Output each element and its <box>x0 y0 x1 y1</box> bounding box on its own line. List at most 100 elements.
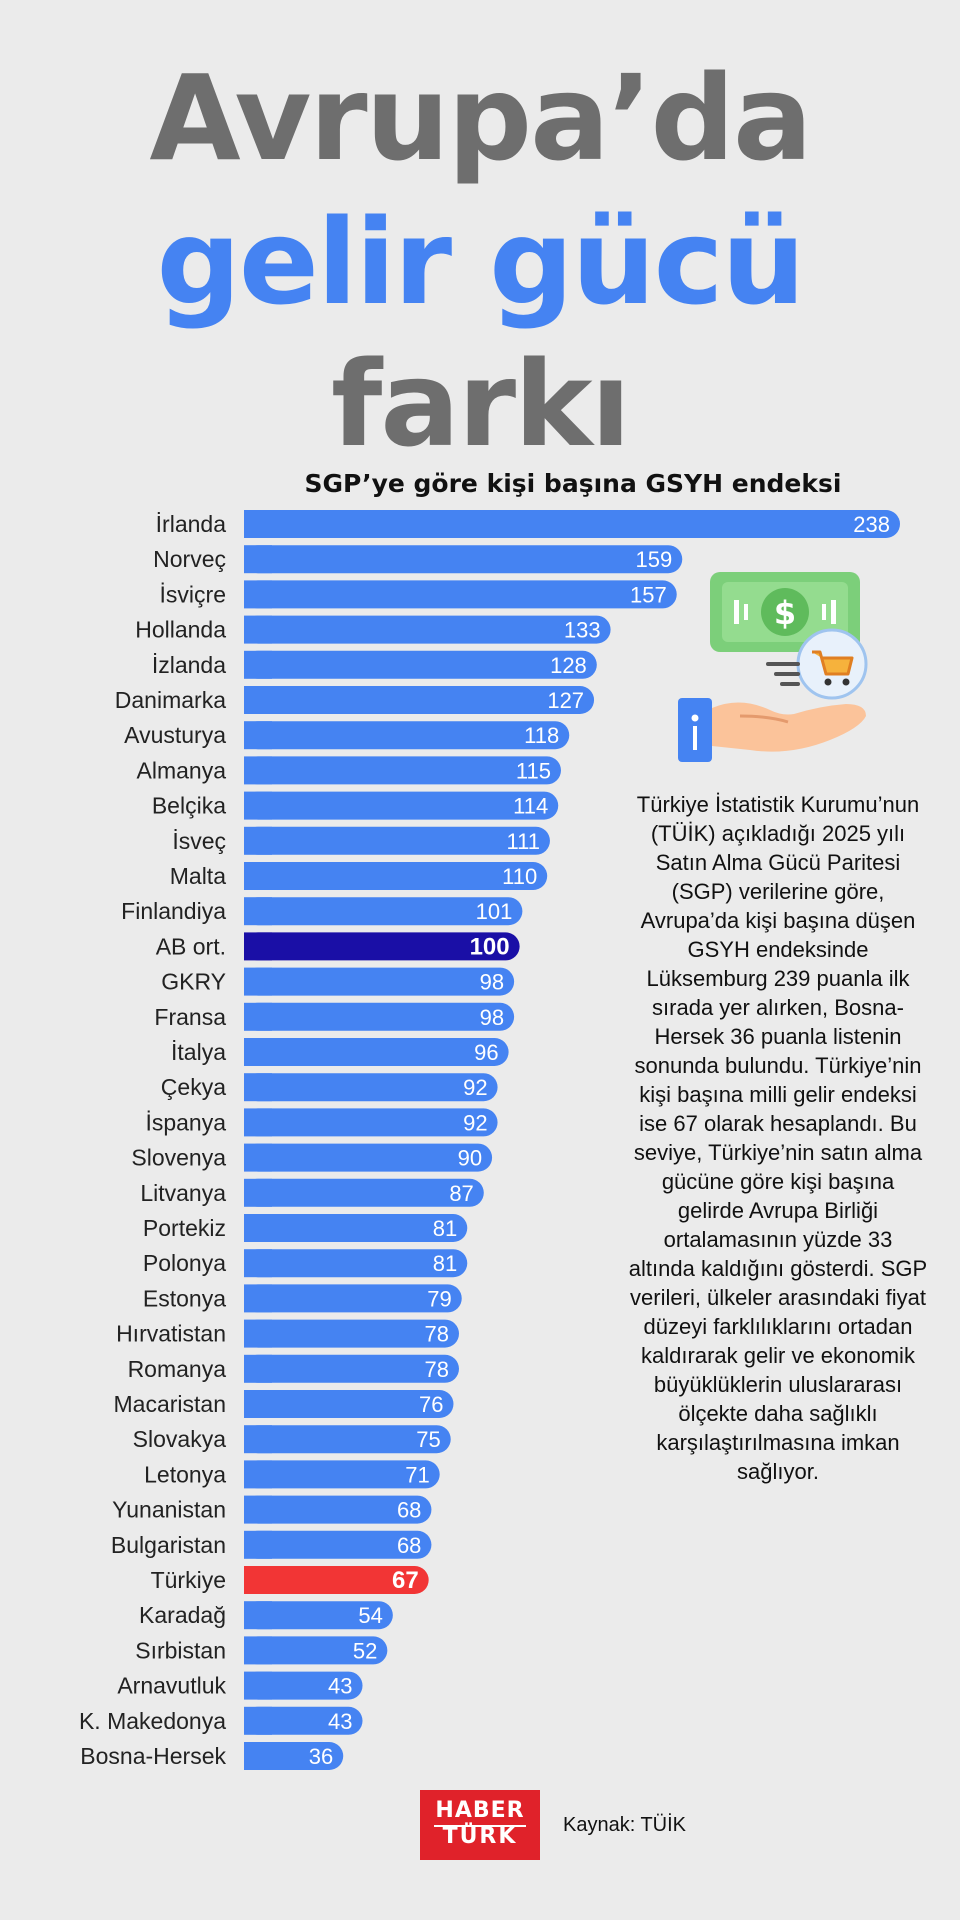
category-label: Bulgaristan <box>111 1532 226 1558</box>
bar-norve- <box>244 545 683 574</box>
value-label: 128 <box>550 653 587 678</box>
category-label: Sırbistan <box>135 1637 226 1663</box>
bar-base-yunanistan <box>244 1495 272 1524</box>
category-label: Malta <box>170 863 226 889</box>
bar-bel-ika <box>244 791 559 820</box>
source-text: Kaynak: TÜİK <box>563 1814 687 1836</box>
value-label: 96 <box>474 1040 498 1065</box>
bar-base-s-rbistan <box>244 1636 272 1665</box>
value-label: 127 <box>547 688 584 713</box>
bar-base-bosna-hersek <box>244 1742 272 1770</box>
category-label: Türkiye <box>151 1567 226 1593</box>
value-label: 115 <box>516 758 551 783</box>
bar-base-arnavutluk <box>244 1671 272 1700</box>
bar-slovakya <box>244 1425 451 1454</box>
bar-i-spanya <box>244 1108 498 1137</box>
value-label: 100 <box>470 933 510 960</box>
value-label: 81 <box>433 1251 457 1276</box>
value-label: 43 <box>328 1674 352 1699</box>
bar-base-k-makedonya <box>244 1706 272 1735</box>
bar-litvanya <box>244 1178 484 1207</box>
value-label: 52 <box>353 1638 377 1663</box>
bar-base-slovenya <box>244 1143 272 1172</box>
value-label: 111 <box>506 829 539 854</box>
category-label: İsviçre <box>160 581 226 607</box>
bar-bulgaristan <box>244 1530 432 1559</box>
value-label: 114 <box>513 794 548 819</box>
value-label: 92 <box>463 1110 487 1135</box>
category-label: GKRY <box>161 969 226 995</box>
value-label: 68 <box>397 1498 421 1523</box>
category-label: Belçika <box>152 793 226 819</box>
bar-base--ekya <box>244 1073 272 1102</box>
bar-base-bulgaristan <box>244 1530 272 1559</box>
bar-base-i-sve- <box>244 826 272 855</box>
value-label: 90 <box>458 1146 482 1171</box>
money-cart-hand-icon: $ <box>678 572 868 762</box>
bar-base-hollanda <box>244 615 272 644</box>
category-label: Portekiz <box>143 1215 226 1241</box>
logo-line-1: HABER <box>435 1798 525 1823</box>
bar-base-estonya <box>244 1284 272 1313</box>
bar-almanya <box>244 756 561 785</box>
bar-base-norve- <box>244 545 272 574</box>
bar-base-romanya <box>244 1354 272 1383</box>
value-label: 98 <box>480 970 504 995</box>
category-label: Slovenya <box>131 1145 226 1171</box>
category-label: Fransa <box>154 1004 226 1030</box>
title-line-3: farkı <box>330 335 631 473</box>
category-label: İspanya <box>145 1109 226 1135</box>
bar-base-i-talya <box>244 1038 272 1066</box>
value-label: 71 <box>405 1462 429 1487</box>
value-label: 110 <box>502 864 537 889</box>
bar-yunanistan <box>244 1495 432 1524</box>
bar-base-slovakya <box>244 1425 272 1454</box>
bar-finlandiya <box>244 897 523 926</box>
value-label: 118 <box>524 723 559 748</box>
bar-malta <box>244 862 548 890</box>
bar-base-almanya <box>244 756 272 785</box>
value-label: 75 <box>416 1427 440 1452</box>
bar-danimarka <box>244 686 595 714</box>
bar-i-rlanda <box>244 510 900 538</box>
category-label: K. Makedonya <box>79 1708 226 1734</box>
bar-base-malta <box>244 862 272 890</box>
value-label: 54 <box>358 1603 382 1628</box>
category-label: Hırvatistan <box>116 1321 226 1347</box>
category-label: Avusturya <box>124 722 226 748</box>
bar-base-danimarka <box>244 686 272 714</box>
value-label: 98 <box>480 1005 504 1030</box>
bar-polonya <box>244 1249 468 1278</box>
value-label: 36 <box>309 1744 333 1769</box>
category-label: Almanya <box>137 757 227 783</box>
bar-s-rbistan <box>244 1636 388 1665</box>
bar-h-rvatistan <box>244 1319 459 1348</box>
bar-t-rkiye <box>244 1566 429 1594</box>
logo-divider <box>434 1825 526 1827</box>
bar-base-ab-ort- <box>244 932 272 961</box>
value-label: 159 <box>636 547 673 572</box>
value-label: 133 <box>564 618 601 643</box>
bar-letonya <box>244 1460 440 1489</box>
bar-base-letonya <box>244 1460 272 1489</box>
bar-base-avusturya <box>244 721 272 750</box>
bar-base-finlandiya <box>244 897 272 926</box>
bar-i-svi-re <box>244 580 677 609</box>
category-label: Litvanya <box>140 1180 226 1206</box>
category-label: Estonya <box>143 1285 226 1311</box>
bar-macaristan <box>244 1390 454 1418</box>
category-label: Slovakya <box>133 1426 227 1452</box>
title-line-1: Avrupa’da <box>149 49 812 187</box>
svg-text:$: $ <box>774 594 796 632</box>
value-label: 43 <box>328 1709 352 1734</box>
bar-base-h-rvatistan <box>244 1319 272 1348</box>
value-label: 67 <box>392 1567 419 1594</box>
title-line-2: gelir gücü <box>156 193 805 331</box>
category-label: İzlanda <box>152 652 226 678</box>
value-label: 68 <box>397 1533 421 1558</box>
bar-base-karada- <box>244 1601 272 1630</box>
category-label: Bosna-Hersek <box>80 1743 226 1769</box>
bar-arnavutluk <box>244 1671 363 1700</box>
bar-base-t-rkiye <box>244 1566 272 1594</box>
